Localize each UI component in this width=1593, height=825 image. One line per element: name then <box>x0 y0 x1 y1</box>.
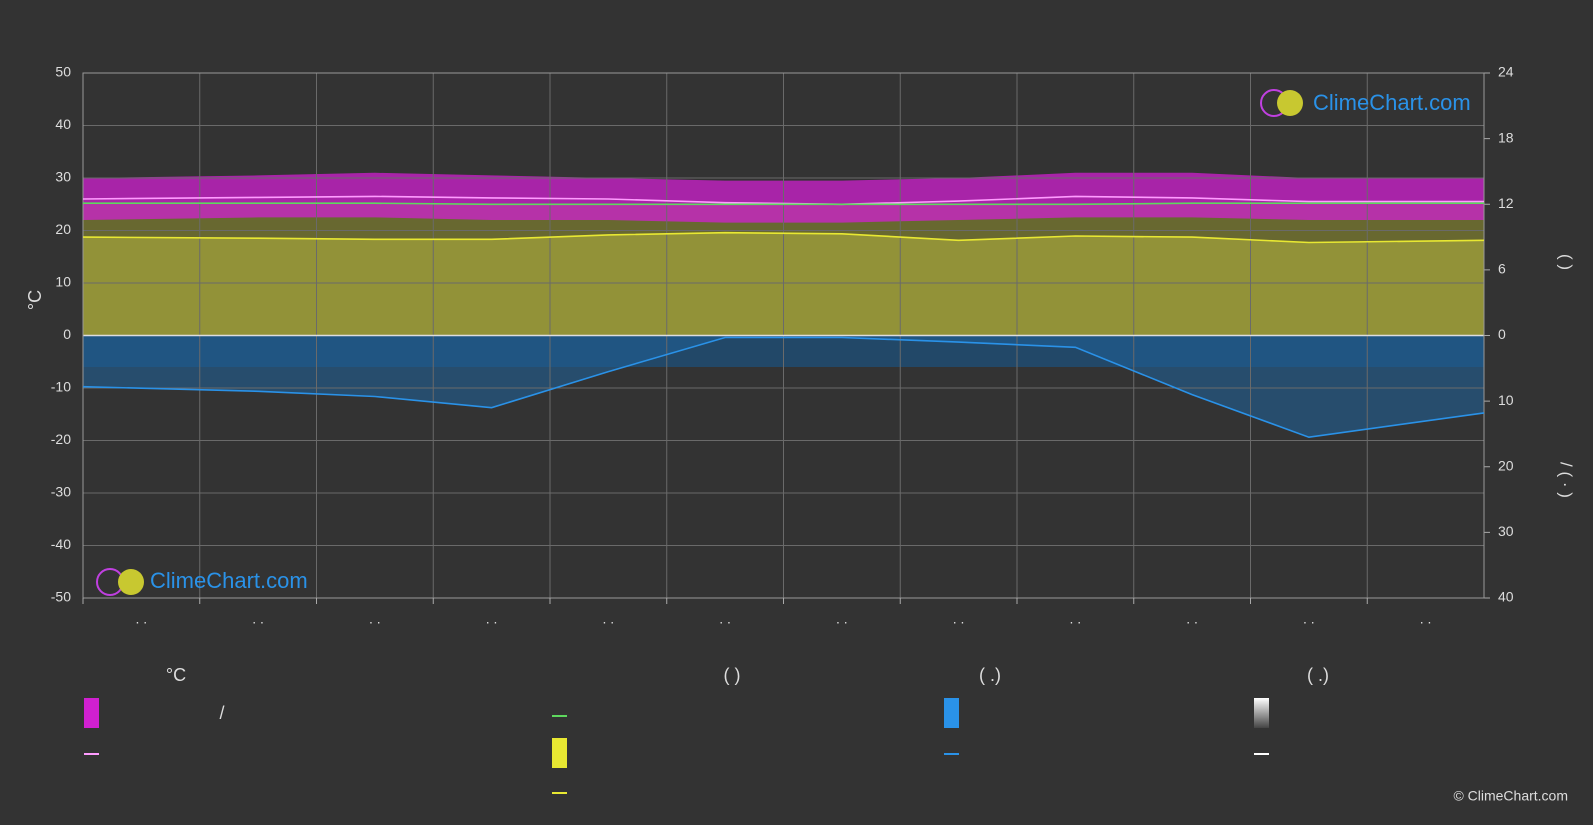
legend-header: ( .) <box>1307 665 1329 685</box>
x-tick-label: . . <box>1070 611 1082 627</box>
x-tick-label: . . <box>719 611 731 627</box>
x-tick-label: . . <box>836 611 848 627</box>
logo-text: ClimeChart.com <box>150 568 308 593</box>
legend-header: ( .) <box>979 665 1001 685</box>
y3-tick-label: 10 <box>1498 392 1514 408</box>
logo-bottom: ClimeChart.com <box>96 568 308 596</box>
x-tick-label: . . <box>486 611 498 627</box>
legend-swatch <box>552 738 567 768</box>
legend-swatch <box>84 698 99 728</box>
y3-tick-label: 40 <box>1498 589 1514 605</box>
legend-swatch <box>1254 698 1269 728</box>
y2-axis-title: ( ) <box>1557 254 1576 270</box>
x-tick-label: . . <box>1303 611 1315 627</box>
y2-tick-label: 0 <box>1498 326 1506 342</box>
y2-tick-label: 18 <box>1498 129 1514 145</box>
y2-tick-label: 24 <box>1498 64 1514 80</box>
y-axis-title: °C <box>25 290 45 310</box>
plot: -50 -40 -30 -20 -10 0 10 20 30 40 50 0 6 12 18 24 10 20 30… <box>51 64 1514 627</box>
x-tick-label: . . <box>603 611 615 627</box>
y-tick-label: 50 <box>55 64 71 80</box>
series-line <box>83 202 1484 206</box>
y2-tick-label: 6 <box>1498 261 1506 277</box>
y-tick-label: 20 <box>55 221 71 237</box>
y-tick-label: 0 <box>63 326 71 342</box>
y-tick-label: 40 <box>55 116 71 132</box>
logo-text: ClimeChart.com <box>1313 90 1471 115</box>
logo-sun <box>118 569 144 595</box>
x-tick-label: . . <box>953 611 965 627</box>
x-tick-label: . . <box>136 611 148 627</box>
x-tick-label: . . <box>252 611 264 627</box>
x-tick-label: . . <box>1420 611 1432 627</box>
y-tick-label: -40 <box>51 536 71 552</box>
legend-header: °C <box>166 665 186 685</box>
legend-text: / <box>219 703 224 723</box>
y3-axis-title: / ( · ) <box>1557 462 1576 498</box>
legend-header: ( ) <box>724 665 741 685</box>
legend-swatch <box>944 698 959 728</box>
y-tick-label: -10 <box>51 379 71 395</box>
logo-sun <box>1277 90 1303 116</box>
y-tick-label: -20 <box>51 431 71 447</box>
x-tick-label: . . <box>1186 611 1198 627</box>
y2-tick-label: 12 <box>1498 195 1514 211</box>
copyright: © ClimeChart.com <box>1453 788 1568 804</box>
series-line <box>82 231 1485 244</box>
y3-tick-label: 30 <box>1498 523 1514 539</box>
x-tick-label: . . <box>369 611 381 627</box>
series-line <box>82 336 1485 439</box>
y-tick-label: -30 <box>51 484 71 500</box>
y3-tick-label: 20 <box>1498 457 1514 473</box>
logo-top: ClimeChart.com <box>1260 89 1471 117</box>
y-tick-label: -50 <box>51 589 71 605</box>
y-tick-label: 30 <box>55 169 71 185</box>
y-tick-label: 10 <box>55 274 71 290</box>
